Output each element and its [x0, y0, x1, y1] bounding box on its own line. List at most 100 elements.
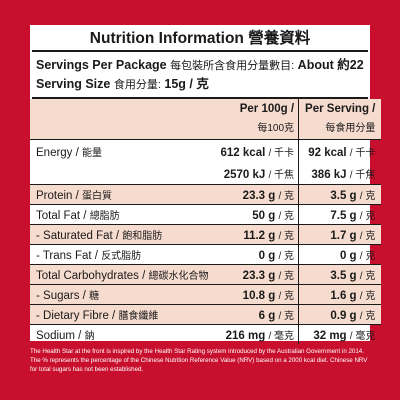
serving-value: 0.9 g: [330, 310, 357, 322]
table-row-energy-kcal: Energy / 能量 612 kcal / 千卡 92 kcal / 千卡: [30, 139, 382, 162]
table-row-total-carbohydrates: Total Carbohydrates / 總碳水化合物 23.3 g / 克 …: [30, 264, 382, 285]
header-blank-zh: [30, 119, 215, 140]
nutrient-label: Energy /: [36, 146, 83, 159]
nutrient-label-zh: 膳食纖維: [118, 311, 159, 322]
per100-unit: / 克: [278, 311, 295, 322]
value-per-serving: 3.5 g / 克: [298, 184, 382, 205]
nutrient-name: Protein / 蛋白質: [30, 184, 215, 205]
value-per100g: 0 g / 克: [214, 244, 300, 265]
serving-value: 0 g: [339, 250, 357, 262]
per100-unit: / 克: [278, 251, 295, 262]
nutrient-label-zh: 鈉: [84, 331, 95, 342]
nutrition-table: Per 100g / Per Serving / 每100克 每食用分量 Ene…: [30, 99, 382, 344]
serving-value: 386 kJ: [311, 168, 347, 181]
nutrient-name: Total Carbohydrates / 總碳水化合物: [30, 264, 215, 285]
per100-value: 6 g: [258, 310, 276, 322]
servings-value: About 約22: [297, 58, 364, 72]
nutrient-name: - Saturated Fat / 飽和脂肪: [30, 224, 215, 245]
per100-value: 216 mg: [225, 330, 266, 342]
nutrient-name: - Trans Fat / 反式脂肪: [30, 244, 215, 265]
nutrient-name: Sodium / 鈉: [30, 324, 215, 344]
column-header-row-zh: 每100克 每食用分量: [30, 119, 382, 140]
serving-size-label-zh: 食用分量:: [113, 79, 161, 91]
table-row-total-fat: Total Fat / 總脂肪 50 g / 克 7.5 g / 克: [30, 204, 382, 225]
per100-unit: / 克: [278, 231, 295, 242]
column-header-row: Per 100g / Per Serving /: [30, 99, 382, 119]
serving-divider: [32, 97, 368, 99]
serving-value: 1.7 g: [330, 230, 357, 242]
per100-value: 612 kcal: [220, 146, 266, 159]
col-per-serving: Per Serving /: [298, 99, 382, 119]
serving-unit: / 克: [359, 211, 376, 222]
per100-unit: / 毫克: [268, 331, 295, 342]
header-blank: [30, 99, 215, 119]
per100-value: 0 g: [258, 250, 276, 262]
per100-unit: / 克: [278, 291, 295, 302]
serving-unit: / 克: [359, 311, 376, 322]
serving-unit: / 克: [359, 231, 376, 242]
table-row-protein: Protein / 蛋白質 23.3 g / 克 3.5 g / 克: [30, 184, 382, 205]
per100-unit: / 克: [278, 271, 295, 282]
nutrient-label: - Trans Fat /: [36, 250, 102, 262]
nutrition-panel: Nutrition Information 營養資料 Servings Per …: [30, 25, 382, 344]
value-per100g: 10.8 g / 克: [214, 284, 300, 305]
serving-unit: / 千卡: [349, 147, 376, 159]
serving-unit: / 毫克: [349, 331, 376, 342]
nutrient-label: Total Fat /: [36, 210, 90, 222]
serving-unit: / 克: [359, 191, 376, 202]
per100-unit: / 千焦: [268, 169, 295, 181]
per100-value: 23.3 g: [242, 270, 276, 282]
value-per100g: 2570 kJ / 千焦: [214, 162, 300, 185]
value-per-serving: 32 mg / 毫克: [298, 324, 382, 344]
col-per-serving-zh: 每食用分量: [298, 119, 382, 140]
serving-size-value: 15g / 克: [164, 77, 209, 91]
serving-value: 3.5 g: [330, 270, 357, 282]
value-per100g: 6 g / 克: [214, 304, 300, 325]
panel-title: Nutrition Information 營養資料: [89, 30, 311, 47]
col-per100g-zh: 每100克: [214, 119, 300, 140]
nutrient-label-zh: 飽和脂肪: [122, 231, 163, 242]
nutrient-label-zh: 總碳水化合物: [148, 271, 209, 282]
servings-label: Servings Per Package: [36, 58, 167, 72]
per100-unit: / 克: [278, 211, 295, 222]
servings-per-package: Servings Per Package 每包裝所含食用分量數目: About …: [36, 56, 364, 75]
value-per-serving: 0 g / 克: [298, 244, 382, 265]
nutrient-label-zh: 能量: [82, 147, 103, 159]
serving-unit: / 克: [359, 251, 376, 262]
value-per100g: 23.3 g / 克: [214, 184, 300, 205]
value-per-serving: 1.7 g / 克: [298, 224, 382, 245]
serving-value: 32 mg: [313, 330, 347, 342]
nutrient-label: - Sugars /: [36, 290, 90, 302]
serving-size-label: Serving Size: [36, 77, 111, 91]
value-per100g: 50 g / 克: [214, 204, 300, 225]
value-per-serving: 7.5 g / 克: [298, 204, 382, 225]
table-row-sugars: - Sugars / 糖 10.8 g / 克 1.6 g / 克: [30, 284, 382, 305]
value-per-serving: 0.9 g / 克: [298, 304, 382, 325]
nutrient-label: Protein /: [36, 190, 83, 202]
per100-value: 10.8 g: [242, 290, 276, 302]
value-per100g: 11.2 g / 克: [214, 224, 300, 245]
nutrient-label-zh: 總脂肪: [89, 211, 120, 222]
nutrient-name: - Dietary Fibre / 膳食纖維: [30, 304, 215, 325]
col-per100g: Per 100g /: [214, 99, 300, 119]
value-per-serving: 92 kcal / 千卡: [298, 139, 382, 162]
serving-value: 7.5 g: [330, 210, 357, 222]
serving-size: Serving Size 食用分量: 15g / 克: [36, 75, 364, 94]
value-per100g: 612 kcal / 千卡: [214, 139, 300, 162]
nutrient-label: - Dietary Fibre /: [36, 310, 119, 322]
serving-unit: / 千焦: [349, 169, 376, 181]
servings-label-zh: 每包裝所含食用分量數目:: [170, 60, 295, 72]
serving-info: Servings Per Package 每包裝所含食用分量數目: About …: [30, 52, 370, 97]
nutrient-name: [30, 162, 215, 185]
table-row-dietary-fibre: - Dietary Fibre / 膳食纖維 6 g / 克 0.9 g / 克: [30, 304, 382, 325]
per100-value: 11.2 g: [243, 230, 276, 242]
per100-unit: / 千卡: [268, 147, 295, 159]
nutrient-name: - Sugars / 糖: [30, 284, 215, 305]
per100-value: 23.3 g: [242, 190, 276, 202]
serving-unit: / 克: [359, 271, 376, 282]
table-row-saturated-fat: - Saturated Fat / 飽和脂肪 11.2 g / 克 1.7 g …: [30, 224, 382, 245]
per100-value: 2570 kJ: [223, 168, 266, 181]
nutrient-label-zh: 蛋白質: [82, 191, 113, 202]
value-per-serving: 386 kJ / 千焦: [299, 162, 382, 185]
serving-unit: / 克: [359, 291, 376, 302]
